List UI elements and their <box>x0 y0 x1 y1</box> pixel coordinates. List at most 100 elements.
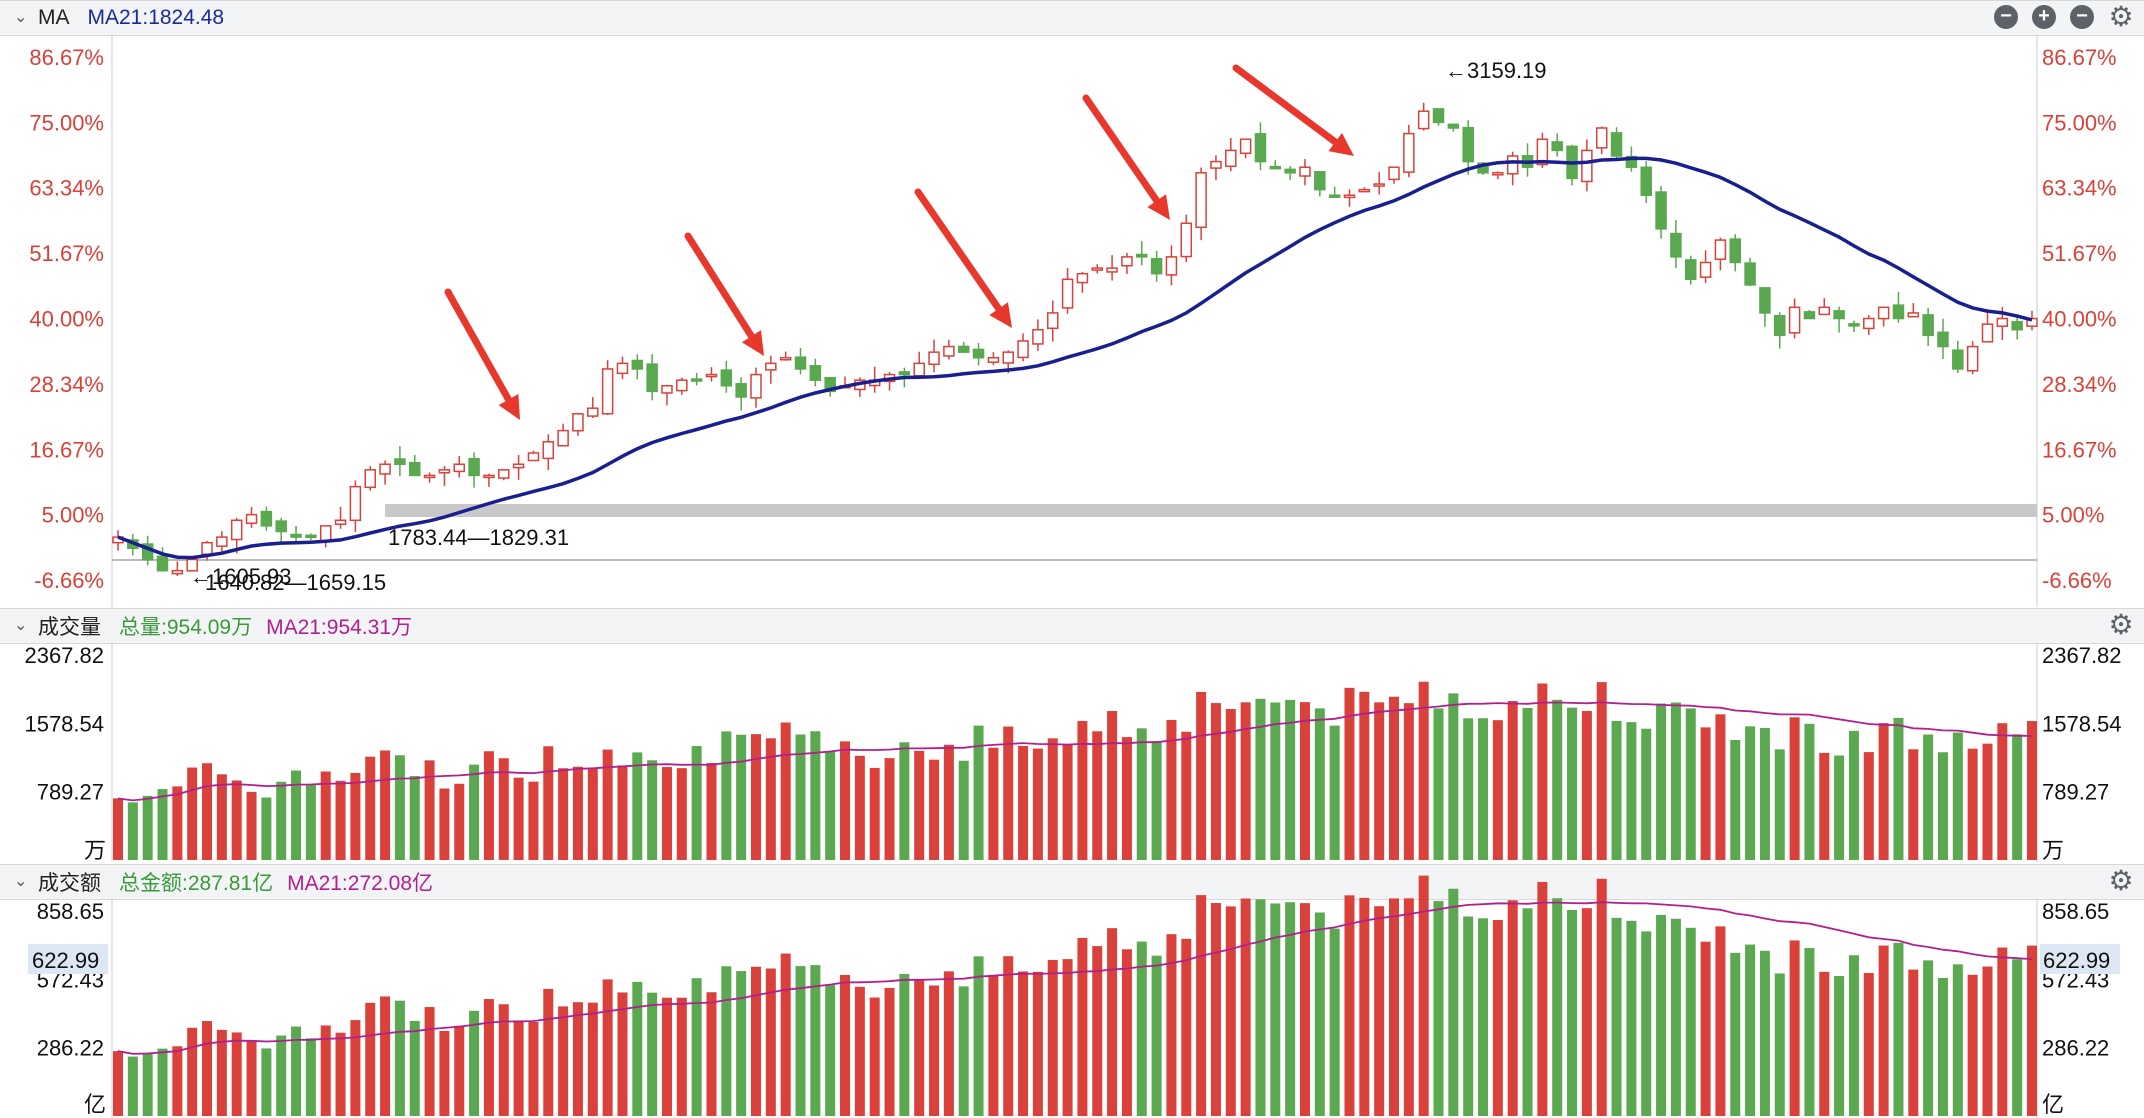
amount-bar <box>1834 976 1845 1116</box>
amount-bar <box>2027 945 2037 1116</box>
settings-gear-icon[interactable]: ⚙ <box>2108 609 2134 640</box>
amount-bar <box>869 997 880 1116</box>
amount-bar <box>899 973 910 1116</box>
volume-bar <box>424 760 435 860</box>
amount-bar <box>216 1029 227 1116</box>
amount-bar <box>751 966 761 1116</box>
amount-bar <box>231 1032 242 1116</box>
volume-bar <box>1492 720 1503 860</box>
volume-bar <box>113 798 123 860</box>
amount-bar <box>1329 928 1340 1116</box>
volume-bar <box>1448 693 1459 860</box>
candle-body <box>2011 321 2023 331</box>
candle-body <box>1106 267 1118 273</box>
candle-body <box>1981 323 1994 343</box>
amount-bar <box>305 1038 316 1116</box>
candle-body <box>1403 132 1415 173</box>
candle-body <box>1848 323 1860 327</box>
candle-body <box>1076 272 1089 284</box>
amount-bar <box>1789 940 1800 1116</box>
amount-bar <box>736 971 747 1116</box>
amount-bar <box>840 975 851 1116</box>
amount-bar <box>914 979 925 1116</box>
plus-circle-icon[interactable]: + <box>2032 5 2056 29</box>
candle-body <box>1892 304 1905 320</box>
volume-bar <box>409 776 420 860</box>
collapse-chevron-icon[interactable]: ⌄ <box>14 873 28 890</box>
amount-bar <box>1018 971 1029 1116</box>
amount-bar <box>1715 926 1726 1116</box>
volume-bar <box>854 755 865 860</box>
amount-bar <box>1403 898 1414 1116</box>
settings-gear-icon[interactable]: ⚙ <box>2108 865 2134 896</box>
amount-bar <box>1077 937 1088 1116</box>
candle-body <box>1966 345 1979 372</box>
amount-bar <box>1359 897 1370 1116</box>
axis-tick-right: 858.65 <box>2042 899 2109 924</box>
amount-bar <box>1285 902 1296 1116</box>
volume-bar <box>1700 727 1711 860</box>
price-tick-right: 51.67% <box>2042 241 2117 266</box>
volume-bar <box>202 763 213 860</box>
candle-body <box>1759 287 1771 314</box>
volume-bar <box>1745 726 1756 860</box>
amount-bar <box>1700 941 1711 1116</box>
candle-body <box>305 534 317 539</box>
volume-bar <box>498 758 509 860</box>
volume-bar <box>795 734 806 860</box>
volume-bar <box>246 791 257 860</box>
amount-unit-right: 亿 <box>2042 1092 2064 1117</box>
candle-body <box>453 463 466 473</box>
amount-bar <box>1374 906 1385 1116</box>
amount-bar <box>528 1022 539 1116</box>
amount-bar <box>1344 895 1355 1116</box>
amount-bar <box>543 988 554 1116</box>
candle-body <box>1447 123 1460 129</box>
amount-bar <box>187 1027 198 1116</box>
minus-circle-icon[interactable]: − <box>1994 5 2018 29</box>
amount-bar <box>943 971 954 1116</box>
settings-gear-icon[interactable]: ⚙ <box>2108 1 2134 32</box>
price-tick-left: 75.00% <box>29 110 104 135</box>
candle-body <box>1225 149 1237 168</box>
candle-body <box>1195 172 1207 229</box>
amount-bar <box>1537 881 1548 1116</box>
amount-bar <box>1062 959 1073 1116</box>
collapse-chevron-icon[interactable]: ⌄ <box>14 617 28 634</box>
candle-body <box>1670 232 1682 258</box>
volume-bar <box>1389 696 1399 860</box>
volume-bar <box>1626 722 1637 860</box>
volume-bar <box>2012 734 2023 860</box>
volume-bar <box>602 749 613 860</box>
volume-bar <box>1003 726 1014 860</box>
volume-bar <box>1478 718 1489 860</box>
candle-body <box>1254 133 1267 163</box>
volume-bar <box>1730 740 1741 860</box>
remove-circle-icon[interactable]: − <box>2070 5 2094 29</box>
volume-bar <box>1537 683 1548 860</box>
price-tick-right: 5.00% <box>2042 503 2104 528</box>
amount-bar <box>1804 948 1815 1116</box>
candle-body <box>1551 141 1563 152</box>
amount-bar <box>1299 903 1310 1116</box>
candle-body <box>349 485 362 522</box>
volume-bar <box>1789 717 1800 860</box>
amount-bar <box>1448 888 1459 1116</box>
amount-bar <box>439 1030 450 1116</box>
collapse-chevron-icon[interactable]: ⌄ <box>14 9 28 26</box>
amount-bar <box>409 1020 420 1116</box>
amount-bar <box>1848 955 1859 1116</box>
candle-body <box>260 510 273 527</box>
volume-bar <box>1418 681 1429 860</box>
candle-body <box>943 345 955 357</box>
amount-bar <box>1136 941 1147 1116</box>
candle-body <box>1388 166 1400 181</box>
volume-bar <box>765 738 776 860</box>
candle-body <box>661 385 673 394</box>
amount-bar <box>113 1051 123 1116</box>
volume-bar <box>929 759 940 860</box>
candle-body <box>779 357 792 361</box>
candle-body <box>275 520 287 533</box>
trend-arrow-shaft <box>684 232 759 346</box>
